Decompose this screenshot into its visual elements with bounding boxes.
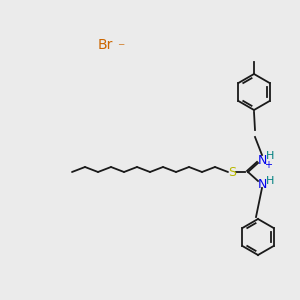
Text: H: H <box>266 176 274 186</box>
Text: S: S <box>228 166 236 178</box>
Text: ⁻: ⁻ <box>117 41 125 55</box>
Text: +: + <box>264 160 272 170</box>
Text: H: H <box>266 151 274 161</box>
Text: N: N <box>257 154 267 166</box>
Text: Br: Br <box>97 38 113 52</box>
Text: N: N <box>257 178 267 190</box>
